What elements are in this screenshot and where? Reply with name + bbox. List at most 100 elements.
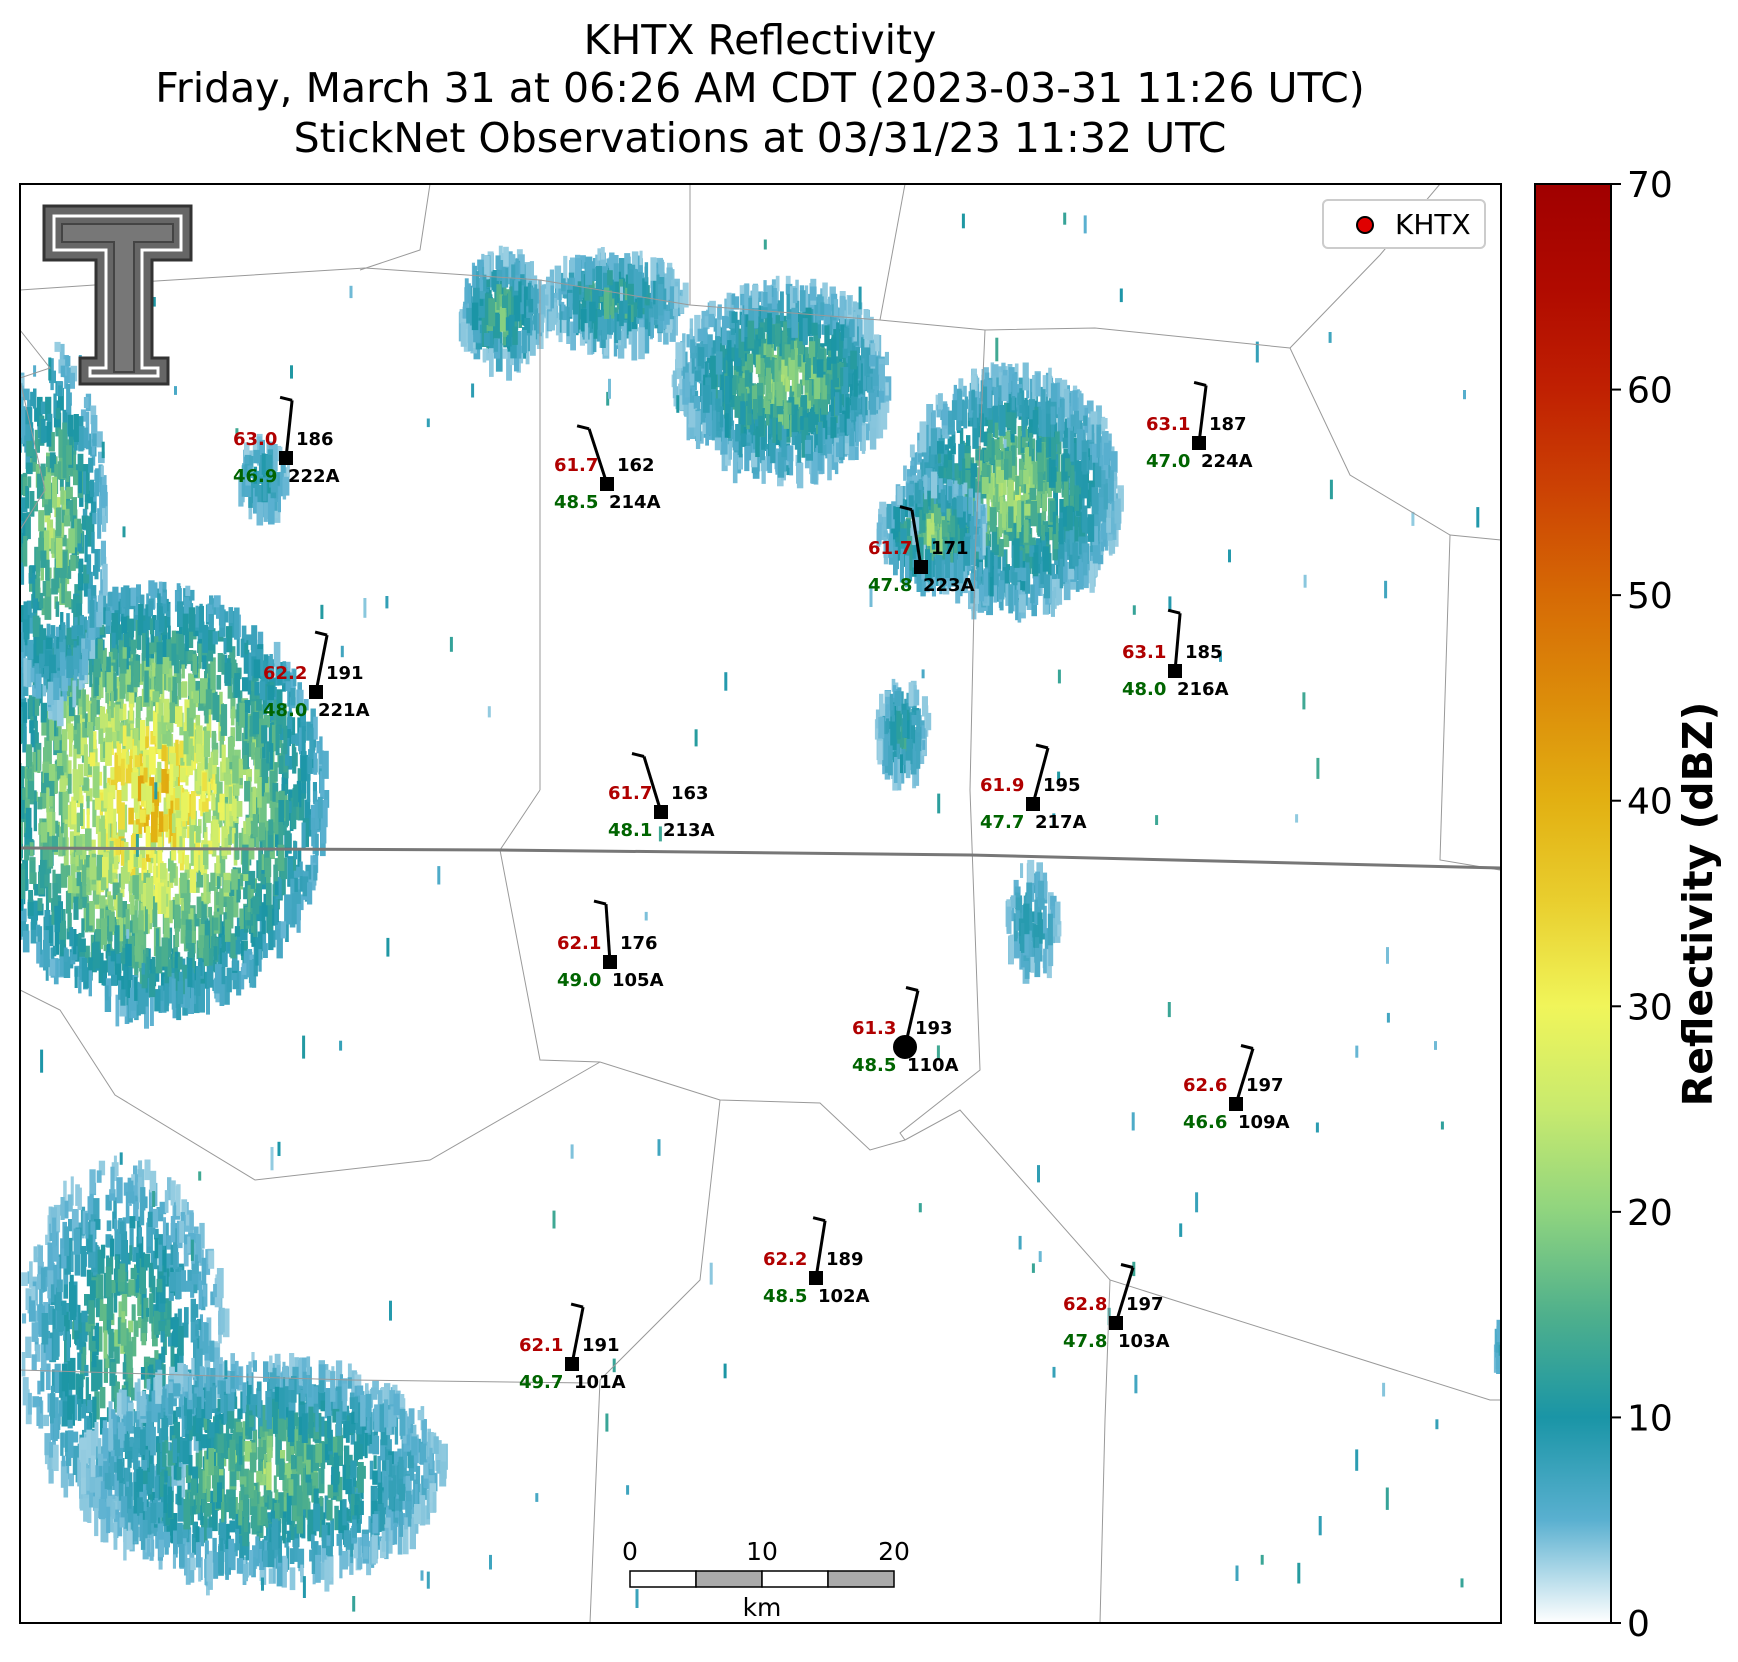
station-dewpoint: 47.8	[1063, 1331, 1107, 1352]
station-wind-direction: 191	[326, 663, 364, 684]
station-214a: 61.7 162 48.5 214A	[554, 424, 661, 513]
wind-barb-flag	[279, 395, 293, 402]
wind-barb	[587, 428, 609, 485]
station-temperature: 62.6	[1183, 1075, 1227, 1096]
station-dewpoint: 49.0	[557, 970, 601, 991]
station-dewpoint: 48.5	[763, 1286, 807, 1307]
station-dewpoint: 48.1	[608, 820, 652, 841]
station-dewpoint: 48.5	[554, 492, 598, 513]
station-224a: 63.1 187 47.0 224A	[1146, 380, 1253, 472]
wind-barb	[570, 1306, 585, 1365]
wind-barb	[284, 400, 294, 459]
station-id: 110A	[907, 1055, 959, 1076]
colorbar-tick-label: 50	[1627, 576, 1673, 617]
station-temperature: 62.2	[763, 1249, 807, 1270]
colorbar-tick-label: 20	[1627, 1193, 1673, 1234]
station-dewpoint: 47.7	[980, 812, 1024, 833]
station-wind-direction: 197	[1246, 1075, 1284, 1096]
station-temperature: 63.1	[1146, 414, 1190, 435]
wind-barb	[642, 756, 663, 813]
station-213a: 61.7 163 48.1 213A	[608, 752, 715, 841]
station-id: 101A	[574, 1372, 626, 1393]
station-id: 105A	[612, 970, 664, 991]
station-110a: 61.3 193 48.5 110A	[852, 986, 959, 1076]
station-dewpoint: 48.5	[852, 1055, 896, 1076]
colorbar-tick-label: 10	[1627, 1398, 1673, 1439]
colorbar-tick-label: 60	[1627, 371, 1673, 412]
map-legend: KHTX	[1322, 199, 1486, 249]
wind-barb-flag	[1120, 1263, 1134, 1269]
county-boundaries	[20, 184, 1501, 1623]
legend-marker-icon	[1356, 216, 1374, 234]
station-wind-direction: 197	[1126, 1294, 1164, 1315]
station-temperature: 63.1	[1122, 642, 1166, 663]
station-temperature: 61.7	[868, 538, 912, 559]
texas-tech-logo	[42, 204, 193, 386]
station-temperature: 62.1	[519, 1335, 563, 1356]
station-wind-direction: 191	[582, 1335, 620, 1356]
station-109a: 62.6 197 46.6 109A	[1183, 1044, 1290, 1133]
station-wind-direction: 171	[931, 538, 969, 559]
map-frame	[19, 183, 1502, 1624]
station-id: 213A	[663, 820, 715, 841]
wind-barb-flag	[1035, 743, 1049, 750]
colorbar-tick-label: 0	[1627, 1604, 1650, 1645]
station-103a: 62.8 197 47.8 103A	[1063, 1263, 1170, 1352]
station-temperature: 61.7	[608, 783, 652, 804]
station-dewpoint: 46.6	[1183, 1112, 1227, 1133]
wind-barb-flag	[812, 1216, 826, 1223]
title-line-2: Friday, March 31 at 06:26 AM CDT (2023-0…	[155, 64, 1365, 112]
station-id: 221A	[318, 700, 370, 721]
station-temperature: 61.9	[980, 775, 1024, 796]
station-id: 216A	[1177, 679, 1229, 700]
station-dewpoint: 46.9	[233, 466, 277, 487]
station-id: 223A	[923, 575, 975, 596]
station-wind-direction: 186	[296, 429, 334, 450]
title-line-1: KHTX Reflectivity	[583, 16, 937, 64]
wind-barb	[314, 634, 329, 693]
scale-label-0: 0	[622, 1537, 638, 1566]
colorbar-tick-label: 30	[1627, 987, 1673, 1028]
station-217a: 61.9 195 47.7 217A	[980, 743, 1087, 833]
station-id: 109A	[1238, 1112, 1290, 1133]
wind-barb-flag	[899, 505, 913, 512]
station-dewpoint: 48.0	[263, 700, 307, 721]
title-line-3: StickNet Observations at 03/31/23 11:32 …	[293, 114, 1227, 162]
station-wind-direction: 163	[671, 783, 709, 804]
station-101a: 62.1 191 49.7 101A	[519, 1302, 626, 1393]
station-temperature: 63.0	[233, 429, 277, 450]
station-id: 102A	[818, 1286, 870, 1307]
wind-barb-flag	[1193, 380, 1207, 387]
station-wind-direction: 193	[915, 1018, 953, 1039]
wind-barb	[1114, 1267, 1135, 1324]
station-102a: 62.2 189 48.5 102A	[763, 1216, 870, 1307]
station-id: 103A	[1118, 1331, 1170, 1352]
wind-barb-flag	[570, 1302, 584, 1309]
wind-barb-flag	[576, 424, 590, 431]
wind-barb	[604, 903, 612, 963]
station-id: 224A	[1201, 451, 1253, 472]
wind-barb-flag	[1167, 608, 1181, 615]
station-wind-direction: 187	[1209, 414, 1247, 435]
wind-barb	[1197, 385, 1208, 444]
station-temperature: 62.8	[1063, 1294, 1107, 1315]
station-wind-direction: 195	[1043, 775, 1081, 796]
wind-barb	[1031, 747, 1050, 805]
station-wind-direction: 189	[826, 1249, 864, 1270]
station-dewpoint: 48.0	[1122, 679, 1166, 700]
wind-barb-flag	[1240, 1044, 1254, 1050]
station-id: 217A	[1035, 812, 1087, 833]
station-wind-direction: 185	[1185, 642, 1223, 663]
wind-barb-flag	[314, 630, 328, 637]
wind-barb	[814, 1220, 827, 1279]
station-105a: 62.1 176 49.0 105A	[557, 899, 664, 991]
scale-label-20: 20	[878, 1537, 910, 1566]
reflectivity-echoes	[20, 212, 1501, 1612]
wind-barb-flag	[905, 986, 919, 992]
station-id: 222A	[288, 466, 340, 487]
colorbar: 0 10 20 30 40 50 60 70 Reflectivity (dBZ)	[1534, 165, 1722, 1645]
scale-unit: km	[743, 1593, 782, 1622]
station-dewpoint: 49.7	[519, 1372, 563, 1393]
